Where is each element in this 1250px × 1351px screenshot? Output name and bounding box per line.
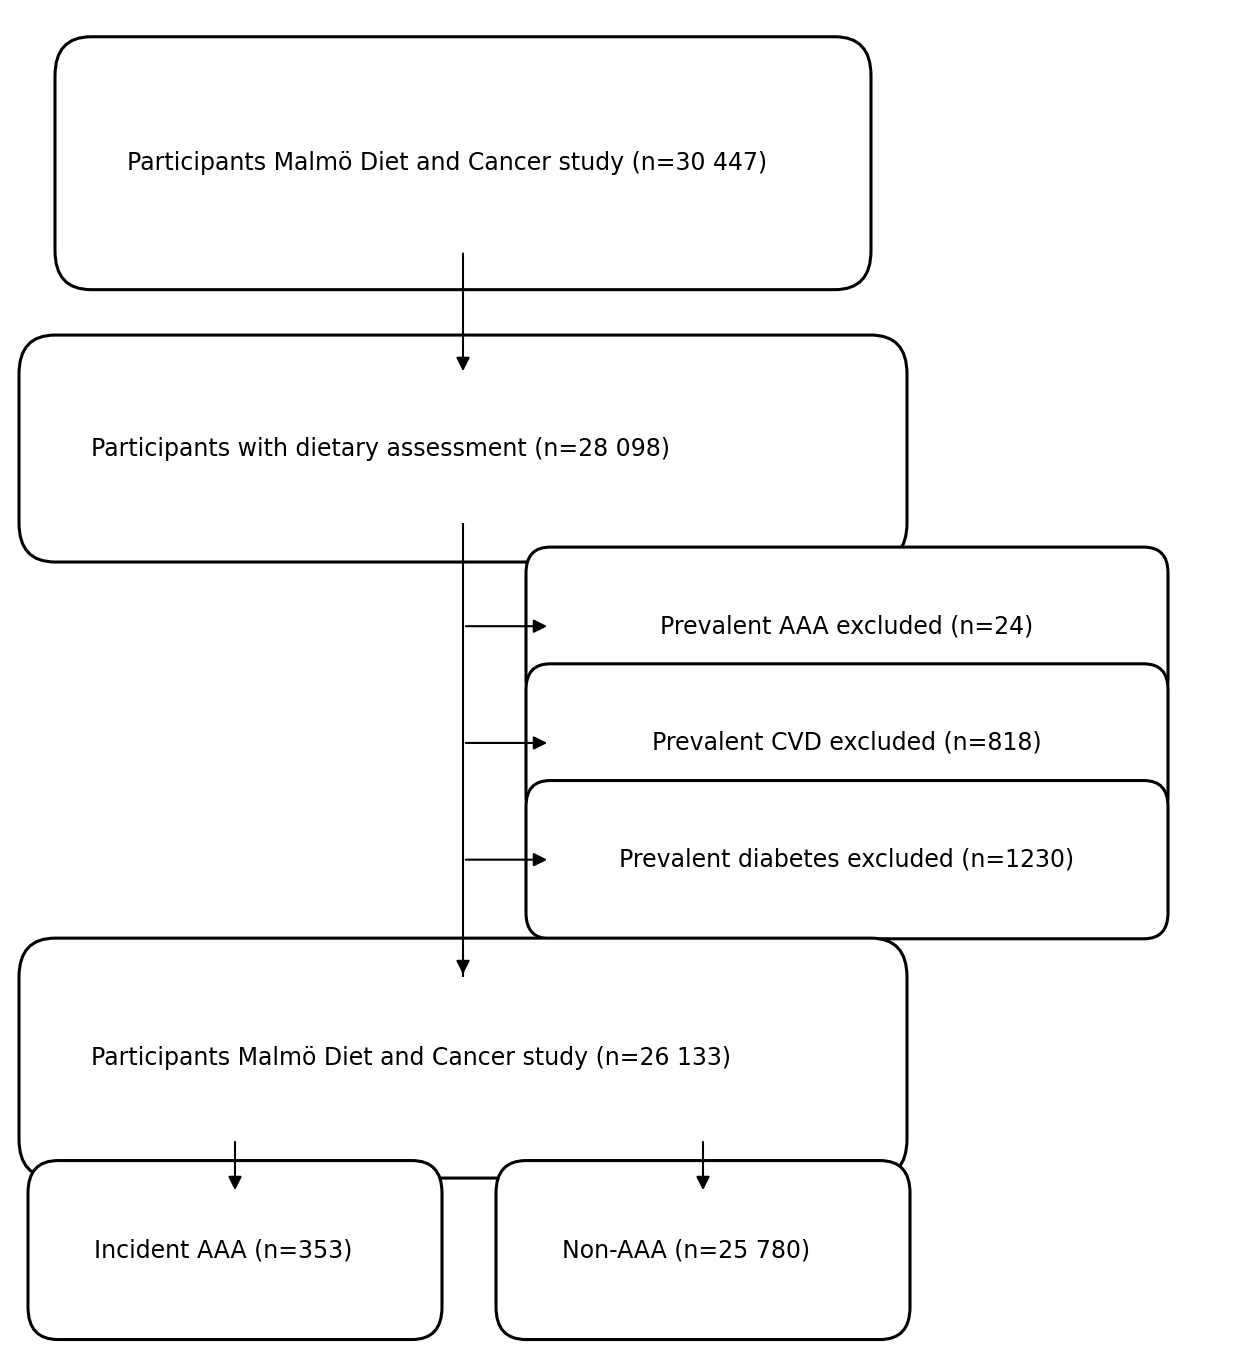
Text: Participants with dietary assessment (n=28 098): Participants with dietary assessment (n=… xyxy=(91,436,670,461)
FancyBboxPatch shape xyxy=(526,781,1168,939)
FancyBboxPatch shape xyxy=(526,663,1168,821)
FancyBboxPatch shape xyxy=(526,547,1168,705)
FancyBboxPatch shape xyxy=(19,938,908,1178)
FancyBboxPatch shape xyxy=(28,1161,442,1340)
Text: Participants Malmö Diet and Cancer study (n=26 133): Participants Malmö Diet and Cancer study… xyxy=(91,1046,731,1070)
Text: Prevalent diabetes excluded (n=1230): Prevalent diabetes excluded (n=1230) xyxy=(620,847,1075,871)
FancyBboxPatch shape xyxy=(19,335,908,562)
Text: Prevalent CVD excluded (n=818): Prevalent CVD excluded (n=818) xyxy=(652,731,1041,755)
Text: Prevalent AAA excluded (n=24): Prevalent AAA excluded (n=24) xyxy=(660,615,1034,638)
Text: Participants Malmö Diet and Cancer study (n=30 447): Participants Malmö Diet and Cancer study… xyxy=(127,151,768,176)
FancyBboxPatch shape xyxy=(55,36,871,289)
Text: Non-AAA (n=25 780): Non-AAA (n=25 780) xyxy=(562,1238,810,1262)
Text: Incident AAA (n=353): Incident AAA (n=353) xyxy=(94,1238,352,1262)
FancyBboxPatch shape xyxy=(496,1161,910,1340)
